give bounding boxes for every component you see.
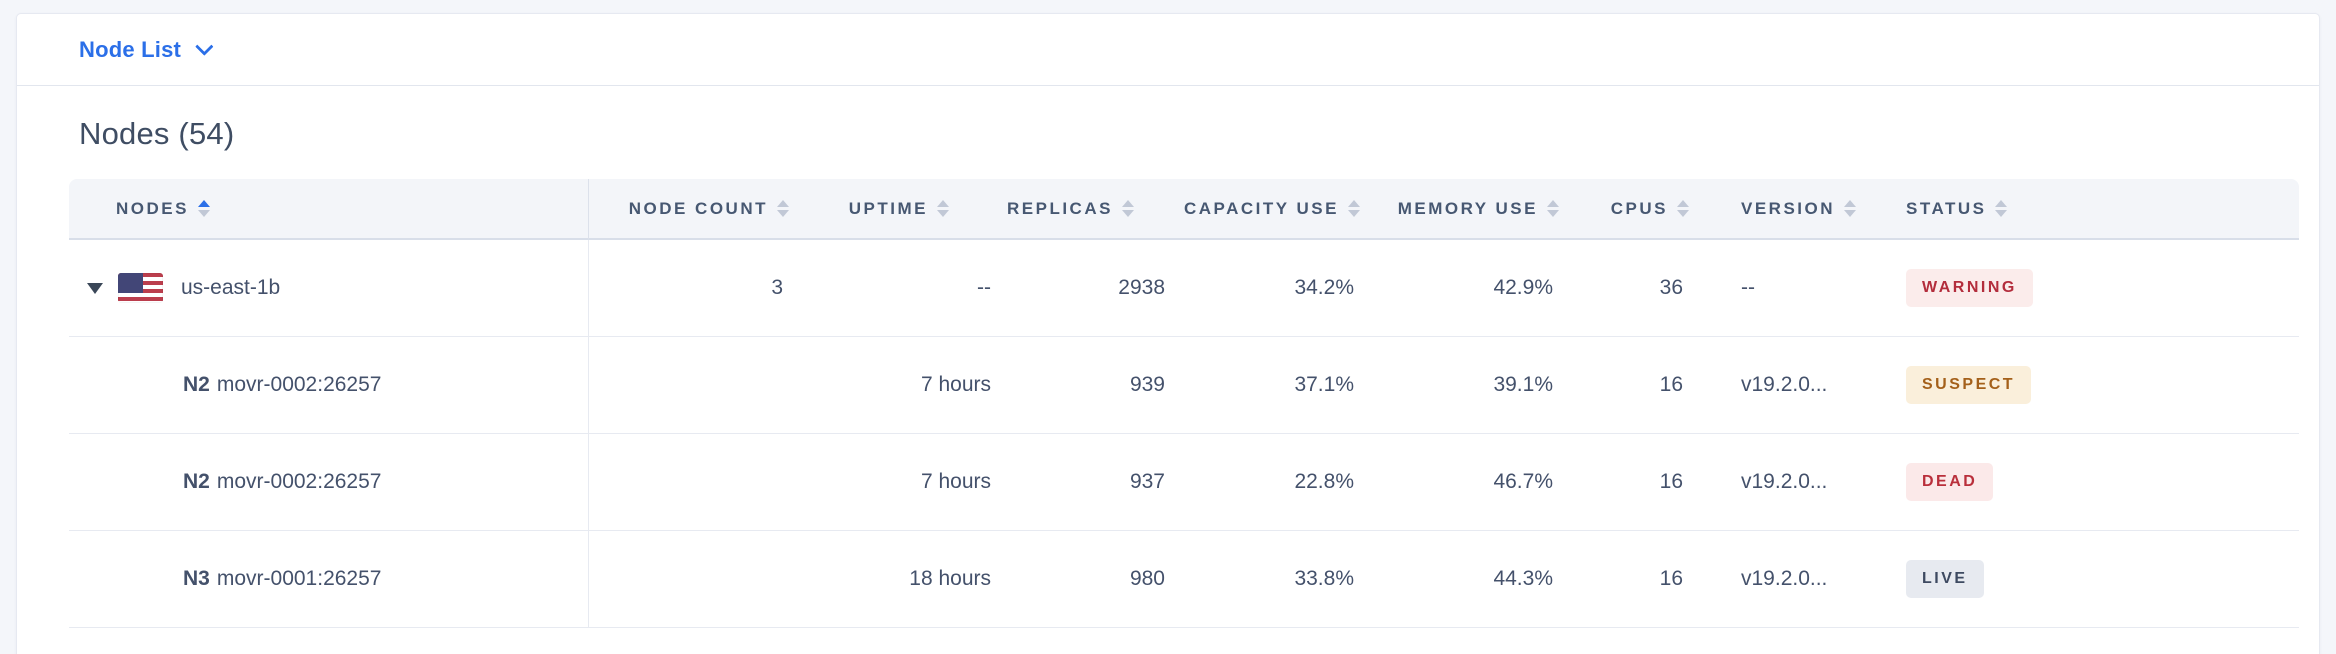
cell-status: LIVE xyxy=(1879,531,2299,628)
node-id: N2 xyxy=(183,373,210,396)
sort-icon xyxy=(1995,200,2008,218)
status-badge: LIVE xyxy=(1906,560,1984,598)
column-header-memory-use[interactable]: MEMORY USE xyxy=(1370,179,1569,240)
cell-node-count xyxy=(589,337,799,434)
flag-canton xyxy=(118,273,143,293)
cell-capacity-use: 22.8% xyxy=(1181,434,1370,531)
cell-nodes: us-east-1b xyxy=(69,240,589,337)
cell-uptime: -- xyxy=(799,240,1007,337)
page-title: Nodes (54) xyxy=(79,116,235,151)
cell-cpus: 16 xyxy=(1569,531,1699,628)
sort-icon xyxy=(1677,200,1689,218)
cell-cpus: 16 xyxy=(1569,434,1699,531)
sort-icon xyxy=(1844,200,1857,218)
table-header-row: NODES NODE COUNT UPTIME REPLICAS CAPACIT… xyxy=(69,179,2299,240)
cell-uptime: 18 hours xyxy=(799,531,1007,628)
column-header-node-count[interactable]: NODE COUNT xyxy=(589,179,799,240)
cell-version: v19.2.0... xyxy=(1699,434,1879,531)
topbar: Node List xyxy=(17,14,2319,86)
cell-memory-use: 44.3% xyxy=(1370,531,1569,628)
cell-node-count xyxy=(589,531,799,628)
node-link[interactable]: N2 movr-0002:26257 xyxy=(183,373,381,396)
cell-uptime: 7 hours xyxy=(799,434,1007,531)
column-header-status[interactable]: STATUS xyxy=(1879,179,2299,240)
cell-memory-use: 46.7% xyxy=(1370,434,1569,531)
status-badge: WARNING xyxy=(1906,269,2033,307)
sort-icon xyxy=(777,200,789,218)
table-row-node: N2 movr-0002:26257 7 hours 937 22.8% 46.7… xyxy=(69,434,2299,531)
cell-status: SUSPECT xyxy=(1879,337,2299,434)
cell-nodes: N3 movr-0001:26257 xyxy=(69,531,589,628)
status-badge: SUSPECT xyxy=(1906,366,2032,404)
column-header-nodes[interactable]: NODES xyxy=(69,179,589,240)
cell-replicas: 937 xyxy=(1007,434,1181,531)
column-header-uptime[interactable]: UPTIME xyxy=(799,179,1007,240)
sort-icon xyxy=(1348,200,1360,218)
node-address: movr-0001:26257 xyxy=(216,567,382,590)
sort-icon xyxy=(197,200,210,218)
node-link[interactable]: N3 movr-0001:26257 xyxy=(183,567,381,590)
cell-status: DEAD xyxy=(1879,434,2299,531)
column-header-replicas[interactable]: REPLICAS xyxy=(1007,179,1181,240)
node-id: N2 xyxy=(183,470,210,493)
collapse-caret-icon[interactable] xyxy=(87,282,103,294)
nodes-table: NODES NODE COUNT UPTIME REPLICAS CAPACIT… xyxy=(69,179,2299,628)
sort-icon xyxy=(1121,200,1134,218)
cell-cpus: 16 xyxy=(1569,337,1699,434)
column-header-capacity-use[interactable]: CAPACITY USE xyxy=(1181,179,1370,240)
cell-replicas: 980 xyxy=(1007,531,1181,628)
view-dropdown[interactable]: Node List xyxy=(79,36,214,63)
cell-memory-use: 39.1% xyxy=(1370,337,1569,434)
cell-replicas: 939 xyxy=(1007,337,1181,434)
cell-capacity-use: 37.1% xyxy=(1181,337,1370,434)
us-flag-icon xyxy=(118,273,163,303)
view-dropdown-label[interactable]: Node List xyxy=(79,36,182,62)
cell-version: -- xyxy=(1699,240,1879,337)
cell-node-count: 3 xyxy=(589,240,799,337)
cell-node-count xyxy=(589,434,799,531)
cell-cpus: 36 xyxy=(1569,240,1699,337)
node-address: movr-0002:26257 xyxy=(216,470,382,493)
node-address: movr-0002:26257 xyxy=(216,373,382,396)
table-row-node: N3 movr-0001:26257 18 hours 980 33.8% 44.… xyxy=(69,531,2299,628)
node-list-card: Node List Nodes (54) NODES NODE COUNT UP… xyxy=(16,13,2320,654)
column-header-cpus[interactable]: CPUS xyxy=(1569,179,1699,240)
region-name: us-east-1b xyxy=(181,276,281,299)
table-row-node: N2 movr-0002:26257 7 hours 939 37.1% 39.1… xyxy=(69,337,2299,434)
cell-capacity-use: 34.2% xyxy=(1181,240,1370,337)
cell-version: v19.2.0... xyxy=(1699,531,1879,628)
status-badge: DEAD xyxy=(1906,463,1994,501)
cell-replicas: 2938 xyxy=(1007,240,1181,337)
cell-memory-use: 42.9% xyxy=(1370,240,1569,337)
cell-uptime: 7 hours xyxy=(799,337,1007,434)
chevron-down-icon xyxy=(195,37,214,56)
cell-status: WARNING xyxy=(1879,240,2299,337)
cell-nodes: N2 movr-0002:26257 xyxy=(69,434,589,531)
cell-capacity-use: 33.8% xyxy=(1181,531,1370,628)
table-row-region: us-east-1b 3 -- 2938 34.2% 42.9% 36 -- W… xyxy=(69,240,2299,337)
cell-version: v19.2.0... xyxy=(1699,337,1879,434)
column-header-version[interactable]: VERSION xyxy=(1699,179,1879,240)
cell-nodes: N2 movr-0002:26257 xyxy=(69,337,589,434)
sort-icon xyxy=(1547,200,1559,218)
sort-icon xyxy=(937,200,949,218)
node-id: N3 xyxy=(183,567,210,590)
node-link[interactable]: N2 movr-0002:26257 xyxy=(183,470,381,493)
